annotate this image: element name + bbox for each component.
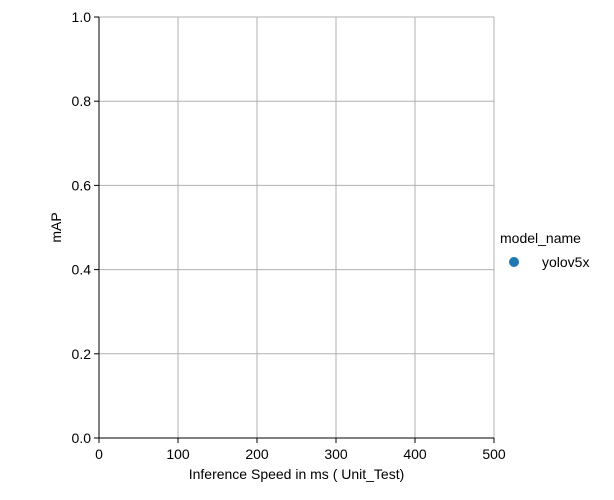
y-tick-label: 0.4 <box>72 262 92 278</box>
y-tick-label: 0.2 <box>72 346 92 362</box>
x-tick-label: 500 <box>482 446 506 462</box>
legend-label: yolov5x <box>542 254 589 270</box>
legend: model_name yolov5x <box>500 230 589 270</box>
y-axis-ticks: 0.0 0.2 0.4 0.6 0.8 1.0 <box>72 9 99 446</box>
x-tick-label: 400 <box>403 446 427 462</box>
x-tick-label: 200 <box>245 446 269 462</box>
y-axis-label: mAP <box>48 212 64 242</box>
x-tick-label: 0 <box>95 446 103 462</box>
grid-lines <box>98 16 495 439</box>
legend-title: model_name <box>500 230 581 246</box>
y-tick-label: 0.8 <box>72 93 92 109</box>
axis-spines <box>98 17 494 439</box>
legend-entries: yolov5x <box>509 254 589 270</box>
y-tick-label: 0.0 <box>72 430 92 446</box>
x-tick-label: 100 <box>166 446 190 462</box>
legend-marker <box>509 257 519 267</box>
y-tick-label: 1.0 <box>72 9 92 25</box>
x-tick-label: 300 <box>324 446 348 462</box>
x-axis-ticks: 0 100 200 300 400 500 <box>95 438 506 462</box>
x-axis-label: Inference Speed in ms ( Unit_Test) <box>189 466 405 482</box>
y-tick-label: 0.6 <box>72 177 92 193</box>
